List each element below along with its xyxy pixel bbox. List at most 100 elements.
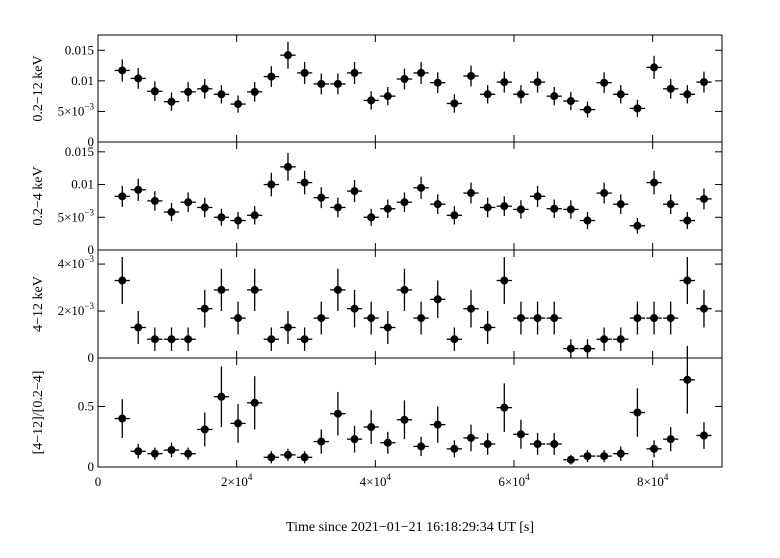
data-point (313, 73, 329, 95)
data-marker (167, 208, 176, 217)
data-point (197, 79, 213, 99)
data-marker (650, 444, 659, 453)
data-point (463, 65, 479, 87)
data-point (563, 454, 579, 465)
data-point (413, 301, 429, 335)
data-marker (267, 72, 276, 81)
x-tick-label: 0 (95, 474, 102, 489)
data-point (613, 327, 629, 351)
data-point (579, 101, 596, 118)
data-point (263, 327, 279, 351)
data-point (280, 153, 296, 181)
data-point (646, 55, 662, 80)
data-marker (250, 285, 259, 294)
data-point (496, 257, 512, 304)
data-marker (533, 192, 542, 201)
data-marker (516, 90, 525, 99)
data-marker (267, 335, 276, 344)
data-point (480, 311, 496, 344)
data-marker (283, 162, 292, 171)
data-point (646, 301, 662, 335)
data-point (380, 431, 396, 454)
data-point (346, 61, 363, 84)
data-marker (666, 200, 675, 209)
data-point (629, 217, 646, 234)
data-marker (317, 79, 326, 88)
data-point (213, 85, 230, 104)
y-tick-label: 0.01 (71, 73, 94, 88)
data-marker (383, 92, 392, 101)
data-point (213, 366, 230, 428)
y-tick-label: 0 (88, 459, 95, 474)
data-marker (317, 437, 326, 446)
data-marker (200, 425, 209, 434)
y-tick-label: 0.015 (65, 144, 94, 159)
data-point (663, 301, 679, 335)
data-marker (267, 180, 276, 189)
data-point (496, 383, 512, 432)
data-marker (184, 449, 193, 458)
data-point (380, 199, 396, 218)
data-marker (350, 187, 359, 196)
data-point (114, 399, 130, 438)
data-marker (566, 344, 575, 353)
data-marker (217, 213, 226, 222)
data-marker (400, 415, 409, 424)
data-marker (450, 444, 459, 453)
data-point (280, 41, 296, 69)
data-point (529, 185, 546, 207)
data-marker (118, 414, 127, 423)
data-point (363, 410, 379, 444)
data-point (296, 61, 313, 84)
data-point (147, 81, 163, 102)
data-marker (433, 295, 442, 304)
data-marker (367, 96, 376, 105)
data-point (663, 427, 679, 452)
data-point (247, 376, 263, 430)
data-marker (417, 183, 426, 192)
data-point (363, 208, 379, 226)
data-marker (600, 452, 609, 461)
data-point (130, 311, 146, 344)
data-point (413, 61, 429, 84)
data-point (363, 301, 379, 335)
data-point (646, 170, 662, 195)
y-tick-label: 0 (88, 350, 95, 365)
data-marker (550, 92, 559, 101)
data-point (529, 71, 546, 93)
data-point (513, 200, 529, 219)
data-marker (134, 323, 143, 332)
data-point (247, 206, 263, 225)
data-point (263, 451, 279, 464)
data-point (396, 192, 413, 213)
data-point (313, 187, 329, 209)
data-marker (150, 87, 159, 96)
data-marker (666, 84, 675, 93)
x-tick-label: 4×104 (360, 472, 392, 489)
data-point (114, 59, 130, 82)
data-marker (533, 78, 542, 87)
data-marker (217, 392, 226, 401)
data-point (313, 301, 329, 335)
data-marker (616, 90, 625, 99)
data-marker (217, 285, 226, 294)
data-marker (600, 189, 609, 198)
data-marker (467, 189, 476, 198)
data-point (529, 301, 546, 335)
data-point (463, 289, 479, 328)
data-marker (317, 314, 326, 323)
y-tick-label: 0.015 (65, 42, 94, 57)
data-marker (367, 423, 376, 432)
y-tick-label: 5×10−3 (58, 207, 95, 224)
data-marker (433, 420, 442, 429)
data-marker (666, 435, 675, 444)
panel-frame (97, 34, 723, 143)
data-marker (500, 276, 509, 285)
data-marker (467, 71, 476, 80)
data-marker (533, 439, 542, 448)
data-marker (516, 205, 525, 214)
data-marker (167, 335, 176, 344)
data-marker (118, 192, 127, 201)
data-marker (150, 196, 159, 205)
data-point (330, 197, 346, 218)
